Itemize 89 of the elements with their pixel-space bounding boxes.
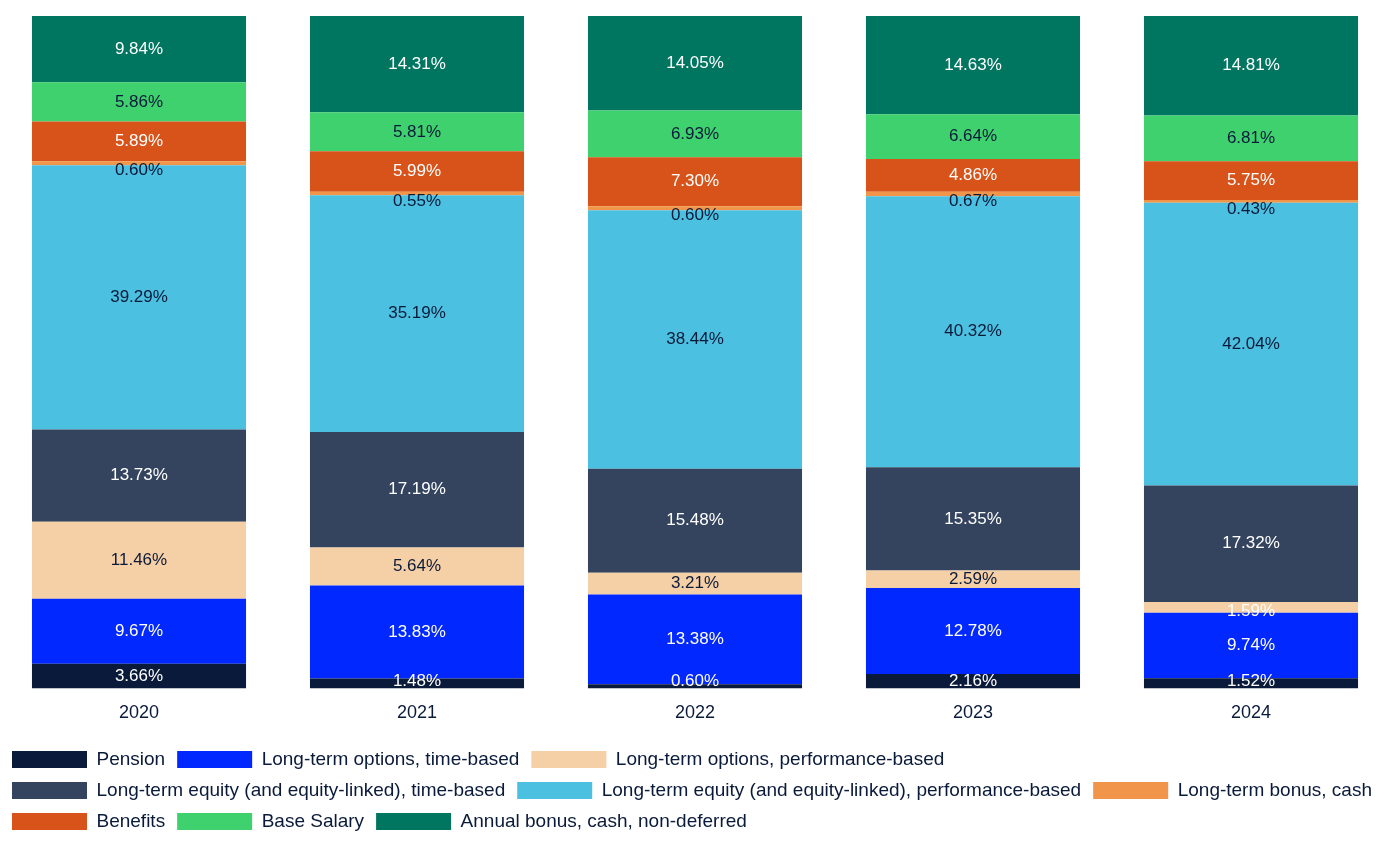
data-label: 9.74%: [1226, 635, 1276, 655]
data-label: 5.99%: [392, 161, 442, 181]
data-label: 5.81%: [392, 121, 442, 141]
data-label: 2.59%: [948, 568, 998, 588]
data-label: 7.30%: [670, 171, 720, 191]
x-tick-label: 2024: [1230, 702, 1272, 723]
data-label: 6.64%: [948, 126, 998, 146]
data-label: 14.31%: [388, 53, 446, 73]
x-tick-label: 2023: [952, 702, 994, 723]
bar: [309, 112, 525, 152]
data-label: 12.78%: [944, 620, 1002, 640]
data-label: 39.29%: [110, 286, 168, 306]
legend-label: Long-term options, time-based: [261, 747, 520, 769]
bar: [587, 594, 803, 685]
bar: [309, 431, 525, 548]
bar: [587, 468, 803, 573]
bar: [31, 598, 247, 664]
bar: [1143, 16, 1359, 116]
data-label: 5.75%: [1226, 170, 1276, 190]
x-tick-label: 2020: [118, 702, 160, 723]
bar: [1143, 202, 1359, 486]
bar: [309, 547, 525, 586]
legend-label: Long-term equity (and equity-linked), performance-based: [601, 778, 1082, 800]
data-label: 9.84%: [114, 38, 164, 58]
data-label: 40.32%: [944, 321, 1002, 341]
data-label: 0.43%: [1226, 199, 1276, 219]
data-label: 0.67%: [948, 190, 998, 210]
bar: [31, 16, 247, 83]
data-label: 6.81%: [1226, 128, 1276, 148]
bar: [865, 467, 1081, 571]
bar: [865, 159, 1081, 192]
bar: [31, 82, 247, 122]
bar: [587, 684, 803, 689]
data-label: 9.67%: [114, 620, 164, 640]
data-label: 14.81%: [1222, 55, 1280, 75]
data-label: 6.93%: [670, 123, 720, 143]
bar: [309, 151, 525, 192]
data-label: 11.46%: [110, 549, 168, 569]
data-label: 14.05%: [666, 52, 724, 72]
data-label: 15.48%: [666, 510, 724, 530]
bar: [865, 196, 1081, 468]
data-label: 5.64%: [392, 556, 442, 576]
data-label: 13.73%: [110, 465, 168, 485]
bar: [31, 165, 247, 430]
legend-label: Base Salary: [261, 809, 365, 831]
bar: [309, 16, 525, 113]
data-label: 13.38%: [666, 629, 724, 649]
bar: [31, 663, 247, 689]
data-label: 14.63%: [944, 54, 1002, 74]
data-label: 3.21%: [670, 573, 720, 593]
data-label: 0.60%: [114, 160, 164, 180]
bar: [587, 110, 803, 158]
bar: [1143, 115, 1359, 162]
data-label: 17.19%: [388, 479, 446, 499]
data-label: 3.66%: [114, 665, 164, 685]
data-label: 15.35%: [944, 508, 1002, 528]
legend-label: Long-term bonus, cash: [1177, 778, 1373, 800]
data-label: 4.86%: [948, 165, 998, 185]
bar: [1143, 161, 1359, 200]
data-label: 5.86%: [114, 91, 164, 111]
legend-label: Long-term equity (and equity-linked), time-based: [96, 778, 506, 800]
bar: [1143, 199, 1359, 203]
legend-label: Long-term options, performance-based: [615, 747, 945, 769]
data-label: 0.60%: [670, 205, 720, 225]
bar: [31, 429, 247, 522]
data-label: 13.83%: [388, 621, 446, 641]
bar: [587, 572, 803, 595]
data-label: 35.19%: [388, 303, 446, 323]
bar: [865, 114, 1081, 160]
legend-label: Pension: [96, 747, 166, 769]
bar: [865, 16, 1081, 115]
data-label: 2.16%: [948, 670, 998, 690]
data-label: 38.44%: [666, 329, 724, 349]
data-label: 17.32%: [1222, 533, 1280, 553]
x-tick-label: 2022: [674, 702, 716, 723]
data-label: 0.55%: [392, 190, 442, 210]
bar: [865, 587, 1081, 674]
bar: [587, 210, 803, 469]
bar: [587, 16, 803, 111]
x-tick-label: 2021: [396, 702, 438, 723]
data-label: 5.89%: [114, 131, 164, 151]
bar: [31, 521, 247, 599]
bar: [309, 195, 525, 432]
legend-label: Annual bonus, cash, non-deferred: [460, 809, 747, 831]
data-label: 42.04%: [1222, 333, 1280, 353]
bar: [587, 157, 803, 207]
legend-label: Benefits: [96, 809, 166, 831]
bar: [1143, 485, 1359, 602]
bar: [31, 121, 247, 162]
